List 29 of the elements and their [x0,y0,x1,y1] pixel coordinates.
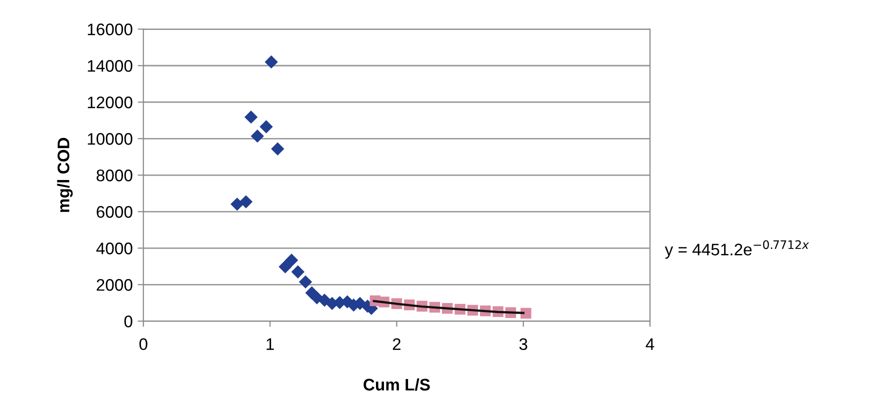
point [298,275,312,288]
point [260,120,273,134]
x-tick-label: 1 [266,338,274,350]
point [264,55,278,69]
point [230,198,244,211]
y-axis-title: mg/l COD [57,138,73,212]
point [520,308,532,319]
y-tick-label: 4000 [96,242,132,254]
point [284,254,298,267]
y-tick-label: 14000 [88,60,132,72]
x-tick-label: 0 [139,338,148,350]
y-tick-label: 12000 [88,96,132,108]
point [244,110,258,124]
point [278,260,292,274]
y-tick-label: 0 [124,316,132,328]
y-tick-label: 8000 [96,170,132,182]
x-tick-label: 2 [392,338,400,350]
point [239,195,253,208]
x-tick-label: 4 [646,338,654,350]
x-tick-label: 3 [519,338,528,350]
text: y = 4451.2e$^{−0.7712x}$ [664,240,810,259]
point [250,129,264,143]
point [291,265,304,278]
x-axis-title: Cum L/S [364,378,430,391]
y-tick-label: 2000 [96,279,132,291]
y-tick-label: 16000 [88,24,132,36]
y-tick-label: 10000 [88,133,132,145]
point [271,142,284,156]
y-tick-label: 6000 [96,206,132,218]
